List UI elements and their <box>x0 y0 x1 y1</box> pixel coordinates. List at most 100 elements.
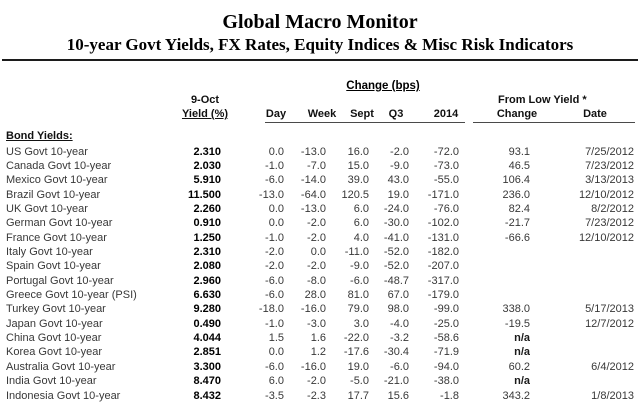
cell-week: -2.0 <box>307 260 326 273</box>
column-header-date: Date <box>583 108 607 120</box>
cell-2014: -171.0 <box>427 188 459 201</box>
cell-q3: -2.0 <box>390 145 409 158</box>
cell-date: 7/23/2012 <box>585 160 634 173</box>
cell-yield: 2.960 <box>193 274 221 287</box>
report-title: Global Macro Monitor <box>222 11 418 33</box>
cell-q3: 43.0 <box>387 174 409 187</box>
cell-day: -6.0 <box>265 360 284 373</box>
cell-day: -6.0 <box>265 174 284 187</box>
cell-q3: -48.7 <box>383 274 409 287</box>
cell-name: German Govt 10-year <box>6 217 113 230</box>
table-row: Italy Govt 10-year 2.310 -2.0 0.0 -11.0 -52.0… <box>0 245 640 259</box>
cell-sept: 79.0 <box>347 303 369 316</box>
cell-q3: -30.0 <box>383 217 409 230</box>
table-row: Indonesia Govt 10-year 8.432 -3.5 -2.3 17.7 1… <box>0 388 640 402</box>
column-header-change: Change <box>496 108 538 120</box>
cell-change: n/a <box>514 346 530 359</box>
cell-change: 106.4 <box>502 174 530 187</box>
cell-date: 5/17/2013 <box>585 303 634 316</box>
cell-week: -2.0 <box>307 231 326 244</box>
cell-sept: -9.0 <box>350 260 369 273</box>
cell-2014: -38.0 <box>433 375 459 388</box>
cell-sept: 3.0 <box>353 317 369 330</box>
table-row: UK Govt 10-year 2.260 0.0 -13.0 6.0 -24.0 -76.… <box>0 202 640 216</box>
cell-q3: 67.0 <box>387 289 409 302</box>
cell-2014: -73.0 <box>433 160 459 173</box>
cell-q3: -52.0 <box>383 246 409 259</box>
cell-change: -19.5 <box>504 317 530 330</box>
cell-sept: 4.0 <box>353 231 369 244</box>
cell-name: UK Govt 10-year <box>6 203 88 216</box>
cell-2014: -102.0 <box>427 217 459 230</box>
cell-yield: 8.432 <box>193 389 221 402</box>
cell-date: 6/4/2012 <box>591 360 634 373</box>
cell-sept: -22.0 <box>343 332 369 345</box>
cell-sept: 15.0 <box>347 160 369 173</box>
cell-sept: 19.0 <box>347 360 369 373</box>
table-row: Mexico Govt 10-year 5.910 -6.0 -14.0 39.0 43.… <box>0 173 640 187</box>
cell-day: -3.5 <box>265 389 284 402</box>
table-row: China Govt 10-year 4.044 1.5 1.6 -22.0 -3.2 -5… <box>0 331 640 345</box>
column-header-q3: Q3 <box>388 108 404 120</box>
table-row: Korea Govt 10-year 2.851 0.0 1.2 -17.6 -30.4 -… <box>0 345 640 359</box>
cell-yield: 6.630 <box>193 289 221 302</box>
cell-2014: -131.0 <box>427 231 459 244</box>
cell-name: Brazil Govt 10-year <box>6 188 101 201</box>
cell-week: -13.0 <box>300 145 326 158</box>
cell-sept: 16.0 <box>347 145 369 158</box>
cell-yield: 0.910 <box>193 217 221 230</box>
cell-q3: 19.0 <box>387 188 409 201</box>
table-row: France Govt 10-year 1.250 -1.0 -2.0 4.0 -41.0… <box>0 231 640 245</box>
cell-q3: -21.0 <box>383 375 409 388</box>
table-row: German Govt 10-year 0.910 0.0 -2.0 6.0 -30.0 -… <box>0 216 640 230</box>
cell-name: Portugal Govt 10-year <box>6 274 114 287</box>
cell-sept: 6.0 <box>353 217 369 230</box>
section-label-bond-yields: Bond Yields: <box>6 130 73 142</box>
cell-yield: 5.910 <box>193 174 221 187</box>
column-header-2014: 2014 <box>433 108 459 120</box>
cell-2014: -71.9 <box>433 346 459 359</box>
cell-change: 60.2 <box>508 360 530 373</box>
change-bps-group-label: Change (bps) <box>346 80 420 92</box>
cell-sept: -11.0 <box>344 246 369 259</box>
cell-2014: -72.0 <box>433 145 459 158</box>
cell-day: -6.0 <box>265 274 284 287</box>
cell-day: 0.0 <box>268 145 284 158</box>
report-subtitle: 10-year Govt Yields, FX Rates, Equity In… <box>66 35 574 54</box>
cell-day: -18.0 <box>258 303 284 316</box>
cell-yield: 2.080 <box>193 260 221 273</box>
cell-day: 6.0 <box>268 375 284 388</box>
table-row: India Govt 10-year 8.470 6.0 -2.0 -5.0 -21.0 -… <box>0 374 640 388</box>
table-body: US Govt 10-year 2.310 0.0 -13.0 16.0 -2.0 -72.… <box>0 145 640 403</box>
cell-day: -1.0 <box>265 317 284 330</box>
cell-yield: 2.260 <box>193 203 221 216</box>
cell-2014: -1.8 <box>440 389 459 402</box>
cell-week: 1.6 <box>310 332 326 345</box>
cell-sept: -6.0 <box>350 274 369 287</box>
cell-change: n/a <box>514 375 530 388</box>
cell-day: 1.5 <box>268 332 284 345</box>
cell-date: 7/23/2012 <box>585 217 634 230</box>
cell-name: Mexico Govt 10-year <box>6 174 108 187</box>
cell-day: 0.0 <box>268 217 284 230</box>
cell-change: -66.6 <box>504 231 530 244</box>
cell-week: -2.0 <box>307 375 326 388</box>
cell-change: 46.5 <box>508 160 530 173</box>
cell-2014: -99.0 <box>433 303 459 316</box>
cell-date: 8/2/2012 <box>591 203 634 216</box>
cell-yield: 0.490 <box>193 317 221 330</box>
change-columns-underline <box>265 121 465 124</box>
cell-q3: 15.6 <box>387 389 409 402</box>
cell-q3: -24.0 <box>383 203 409 216</box>
cell-week: 28.0 <box>304 289 326 302</box>
from-low-yield-group-label: From Low Yield * <box>498 94 587 106</box>
cell-change: 82.4 <box>508 203 530 216</box>
cell-date: 12/10/2012 <box>578 231 634 244</box>
cell-name: Spain Govt 10-year <box>6 260 101 273</box>
cell-2014: -182.0 <box>427 246 459 259</box>
column-header-day: Day <box>265 108 287 120</box>
cell-date: 12/7/2012 <box>585 317 634 330</box>
cell-q3: 98.0 <box>387 303 409 316</box>
cell-yield: 4.044 <box>193 332 221 345</box>
